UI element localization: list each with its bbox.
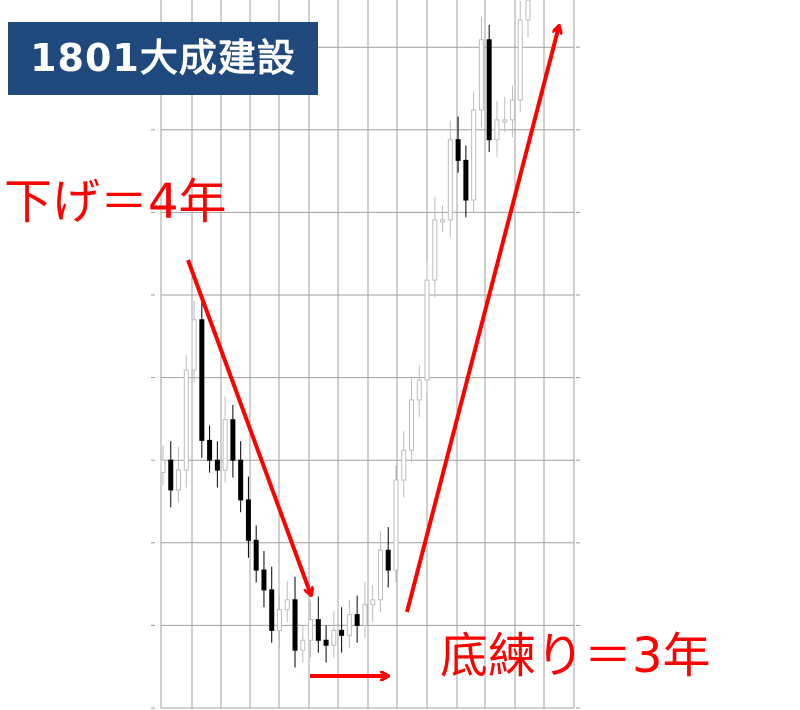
candle-up	[222, 419, 228, 471]
stock-title: 1801大成建設	[8, 22, 318, 95]
grid	[151, 0, 580, 709]
candle-down	[245, 499, 251, 541]
candle-up	[300, 639, 306, 651]
candle-up	[517, 19, 523, 101]
candle-up	[370, 599, 376, 606]
candle-up	[362, 604, 368, 626]
candle-up	[409, 399, 415, 451]
candle-up	[346, 614, 352, 636]
candle-down	[339, 629, 345, 636]
candle-up	[284, 599, 290, 611]
candle-up	[502, 119, 508, 123]
candle-up	[331, 629, 337, 646]
candle-up	[440, 219, 446, 223]
candle-up	[183, 369, 189, 471]
candle-up	[424, 279, 430, 381]
candle-down	[199, 319, 205, 441]
candle-down	[385, 549, 391, 571]
candle-down	[253, 539, 259, 571]
candle-down	[230, 419, 236, 461]
decline-annotation: 下げ＝4年	[4, 174, 227, 230]
candle-up	[401, 449, 407, 481]
candle-up	[432, 219, 438, 281]
candle-up	[447, 139, 453, 221]
candle-up	[160, 459, 166, 474]
candle-up	[276, 609, 282, 631]
base-annotation: 底練り＝3年	[440, 628, 711, 684]
candle-up	[471, 109, 477, 201]
candle-up	[308, 619, 314, 641]
candle-up	[377, 549, 383, 601]
candle-down	[323, 639, 329, 646]
candle-down	[486, 39, 492, 141]
candle-up	[416, 379, 422, 401]
candle-up	[478, 39, 484, 111]
annotation-arrows	[186, 26, 559, 676]
candle-up	[176, 469, 182, 491]
candle-down	[214, 459, 220, 471]
candle-down	[269, 589, 275, 631]
candle-down	[354, 614, 360, 626]
candle-down	[238, 459, 244, 501]
decline-arrow	[186, 259, 311, 595]
candle-down	[463, 159, 469, 201]
candle-up	[509, 99, 515, 121]
candle-up	[494, 119, 500, 141]
candle-down	[292, 599, 298, 651]
rise-arrow	[405, 26, 559, 613]
candle-down	[261, 569, 267, 591]
candle-down	[168, 459, 174, 491]
candle-up	[393, 479, 399, 571]
candle-down	[455, 139, 461, 161]
candle-down	[315, 619, 321, 641]
candles	[160, 0, 531, 668]
candle-down	[207, 439, 213, 461]
candle-up	[525, 0, 531, 21]
candle-up	[191, 319, 197, 371]
